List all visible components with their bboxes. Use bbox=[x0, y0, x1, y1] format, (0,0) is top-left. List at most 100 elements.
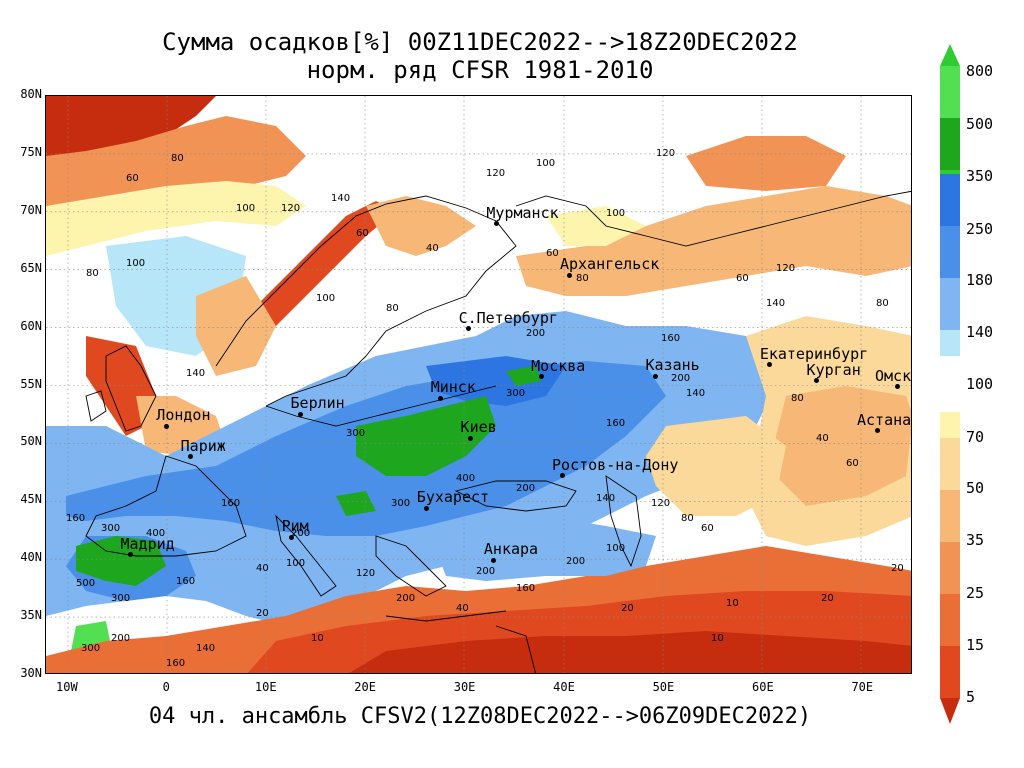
colorbar-label: 500 bbox=[966, 115, 994, 133]
svg-text:160: 160 bbox=[516, 583, 535, 594]
city-marker bbox=[559, 473, 565, 479]
longitude-label: 50E bbox=[652, 680, 675, 694]
svg-text:10: 10 bbox=[311, 633, 324, 644]
city-label: Мурманск bbox=[486, 203, 559, 222]
longitude-label: 20E bbox=[354, 680, 376, 694]
colorbar-250-350 bbox=[940, 174, 960, 226]
svg-text:160: 160 bbox=[176, 576, 195, 587]
city-label: Мадрид bbox=[120, 534, 175, 553]
city-label: Киев bbox=[460, 418, 497, 437]
colorbar-label: 15 bbox=[966, 636, 985, 654]
svg-text:60: 60 bbox=[356, 228, 369, 239]
svg-text:120: 120 bbox=[486, 168, 505, 179]
city-marker bbox=[767, 362, 773, 368]
city-marker bbox=[652, 373, 658, 379]
colorbar-100-140 bbox=[940, 330, 960, 356]
city-label: Минск bbox=[430, 378, 476, 397]
svg-text:20: 20 bbox=[891, 563, 904, 574]
city-label: С.Петербург bbox=[458, 308, 558, 327]
svg-text:160: 160 bbox=[166, 658, 185, 669]
city-label: Бухарест bbox=[416, 488, 490, 507]
colorbar-label: 50 bbox=[966, 479, 985, 497]
colorbar-label: 100 bbox=[966, 375, 994, 393]
map-title: Сумма осадков[%] 00Z11DEC2022-->18Z20DEC… bbox=[162, 28, 798, 56]
svg-text:200: 200 bbox=[396, 593, 415, 604]
colorbar-label: 350 bbox=[966, 167, 994, 185]
colorbar-label: 180 bbox=[966, 271, 994, 289]
city-marker bbox=[128, 552, 133, 558]
svg-text:140: 140 bbox=[196, 643, 215, 654]
svg-text:100: 100 bbox=[236, 203, 255, 214]
city-marker bbox=[468, 435, 474, 441]
city-label: Екатеринбург bbox=[759, 344, 869, 363]
latitude-label: 70N bbox=[20, 202, 42, 217]
colorbar-top-arrow bbox=[940, 44, 960, 66]
svg-text:300: 300 bbox=[346, 428, 365, 439]
svg-text:200: 200 bbox=[566, 556, 585, 567]
svg-text:120: 120 bbox=[656, 148, 675, 159]
city-marker bbox=[894, 384, 900, 390]
svg-text:300: 300 bbox=[391, 498, 410, 509]
colorbar-50-70 bbox=[940, 438, 960, 490]
svg-text:160: 160 bbox=[66, 513, 85, 524]
svg-text:80: 80 bbox=[791, 393, 804, 404]
city-marker bbox=[188, 454, 194, 460]
colorbar-500-800 bbox=[940, 66, 960, 118]
city-marker bbox=[491, 557, 497, 563]
svg-text:100: 100 bbox=[286, 558, 305, 569]
colorbar-350-500 bbox=[940, 118, 960, 170]
longitude-label: 30E bbox=[453, 680, 476, 694]
svg-text:20: 20 bbox=[621, 603, 634, 614]
city-marker bbox=[438, 395, 444, 401]
svg-text:140: 140 bbox=[596, 493, 615, 504]
city-label: Курган bbox=[806, 360, 861, 379]
svg-text:80: 80 bbox=[171, 153, 184, 164]
colorbar-15-25 bbox=[940, 594, 960, 646]
city-marker bbox=[466, 326, 472, 332]
longitude-label: 40E bbox=[553, 680, 575, 694]
map-subtitle: норм. ряд CFSR 1981-2010 bbox=[306, 56, 654, 84]
colorbar-5-15 bbox=[940, 646, 960, 698]
svg-text:160: 160 bbox=[606, 418, 625, 429]
colorbar-35-50 bbox=[940, 490, 960, 542]
svg-text:200: 200 bbox=[111, 633, 130, 644]
svg-text:140: 140 bbox=[686, 388, 705, 399]
svg-text:200: 200 bbox=[526, 328, 545, 339]
svg-text:60: 60 bbox=[546, 248, 559, 259]
colorbar-bottom-arrow bbox=[940, 698, 960, 724]
svg-text:200: 200 bbox=[516, 483, 535, 494]
city-label: Рим bbox=[281, 517, 309, 536]
latitude-label: 60N bbox=[20, 318, 42, 333]
city-label: Астана bbox=[857, 410, 912, 429]
svg-text:40: 40 bbox=[456, 603, 469, 614]
svg-text:120: 120 bbox=[281, 203, 300, 214]
svg-text:300: 300 bbox=[81, 643, 100, 654]
city-label: Анкара bbox=[483, 540, 539, 559]
city-label: Архангельск bbox=[559, 255, 660, 274]
colorbar bbox=[940, 44, 960, 724]
colorbar-label: 250 bbox=[966, 220, 994, 238]
colorbar-25-35 bbox=[940, 542, 960, 594]
city-marker bbox=[814, 378, 820, 384]
latitude-label: 40N bbox=[20, 550, 42, 565]
svg-text:100: 100 bbox=[316, 293, 335, 304]
colorbar-label: 140 bbox=[966, 323, 994, 341]
latitude-label: 45N bbox=[20, 492, 42, 507]
svg-text:160: 160 bbox=[661, 333, 680, 344]
latitude-label: 75N bbox=[20, 144, 42, 159]
city-marker bbox=[874, 428, 880, 434]
city-label: Ростов-на-Дону bbox=[552, 455, 679, 474]
svg-text:80: 80 bbox=[681, 513, 694, 524]
city-marker bbox=[298, 411, 304, 417]
colorbar-label: 25 bbox=[966, 584, 985, 602]
svg-text:60: 60 bbox=[126, 173, 139, 184]
svg-text:200: 200 bbox=[671, 373, 690, 384]
longitude-label: 0 bbox=[162, 680, 170, 694]
city-marker bbox=[424, 505, 430, 511]
svg-text:100: 100 bbox=[606, 208, 625, 219]
svg-text:60: 60 bbox=[846, 458, 859, 469]
svg-text:200: 200 bbox=[476, 566, 495, 577]
latitude-label: 80N bbox=[20, 87, 42, 101]
svg-text:120: 120 bbox=[651, 498, 670, 509]
city-label: Омск bbox=[875, 366, 912, 385]
